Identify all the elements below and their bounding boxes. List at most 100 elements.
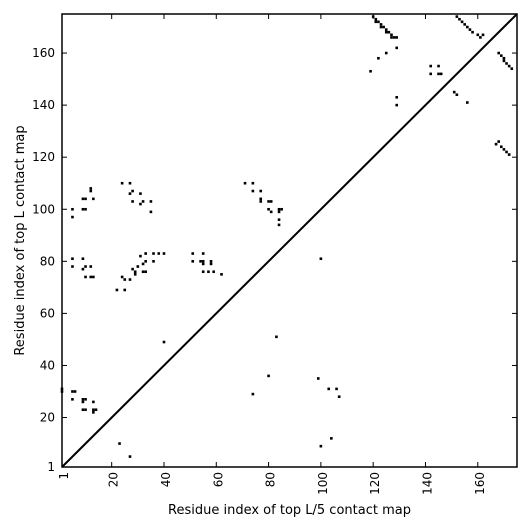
- contact-point: [123, 288, 127, 292]
- contact-point: [209, 262, 213, 266]
- contact-point: [455, 93, 459, 97]
- contact-point: [500, 54, 503, 57]
- contact-point: [92, 411, 95, 414]
- contact-point: [468, 28, 472, 31]
- contact-point: [191, 252, 195, 255]
- contact-point: [92, 400, 95, 404]
- x-tick-label: 120: [368, 472, 382, 495]
- contact-point: [277, 218, 281, 221]
- contact-point: [505, 150, 508, 154]
- contact-point: [510, 67, 514, 70]
- contact-point: [128, 181, 132, 185]
- contact-point: [463, 23, 466, 26]
- contact-point: [191, 260, 195, 263]
- contact-point: [507, 64, 511, 68]
- contact-point: [437, 64, 440, 68]
- contact-point: [92, 197, 95, 201]
- contact-point: [251, 189, 255, 193]
- contact-point: [392, 36, 396, 39]
- contact-point: [139, 254, 142, 258]
- contact-point: [152, 252, 155, 255]
- contact-point: [89, 265, 93, 268]
- contact-point: [118, 442, 121, 445]
- contact-point: [157, 252, 161, 255]
- contact-point: [319, 444, 323, 448]
- contact-point: [316, 377, 320, 380]
- contact-point: [330, 437, 333, 440]
- contact-points: [60, 15, 514, 458]
- contact-point: [144, 252, 147, 255]
- contact-point: [133, 270, 137, 274]
- contact-point: [277, 223, 281, 227]
- contact-point: [128, 455, 132, 458]
- contact-point: [71, 390, 74, 393]
- contact-point: [502, 59, 506, 63]
- y-tick-label: 60: [40, 306, 55, 320]
- contact-point: [123, 278, 127, 281]
- contact-point: [369, 69, 372, 73]
- contact-point: [395, 103, 399, 107]
- contact-point: [81, 257, 85, 261]
- contact-point: [384, 30, 388, 34]
- y-tick-label: 80: [40, 254, 55, 268]
- contact-point: [89, 187, 93, 190]
- contact-point: [71, 398, 74, 401]
- contact-point: [81, 400, 85, 404]
- contact-point: [267, 207, 270, 211]
- contact-point: [507, 153, 511, 156]
- contact-point: [128, 192, 132, 195]
- y-tick-label: 20: [40, 411, 55, 425]
- contact-point: [207, 270, 210, 274]
- contact-point: [502, 148, 506, 151]
- contact-point: [497, 51, 500, 55]
- plot-frame: [61, 13, 518, 468]
- contact-point: [162, 252, 166, 255]
- contact-point: [139, 192, 142, 195]
- contact-point: [141, 262, 145, 266]
- contact-point: [259, 200, 263, 203]
- contact-point: [243, 181, 247, 185]
- contact-point: [144, 260, 147, 263]
- contact-point: [84, 207, 87, 211]
- contact-point: [141, 200, 145, 203]
- contact-point: [259, 197, 263, 201]
- contact-point: [390, 33, 393, 37]
- contact-point: [377, 56, 380, 60]
- contact-point: [131, 267, 134, 271]
- contact-point: [395, 96, 399, 99]
- y-tick-label: 120: [32, 150, 55, 164]
- y-tick-label: 40: [40, 358, 55, 372]
- contact-point: [201, 260, 205, 263]
- contact-point: [337, 395, 341, 399]
- contact-point: [149, 210, 153, 214]
- contact-point: [81, 408, 85, 412]
- x-tick-label: 80: [264, 472, 278, 487]
- contact-point: [395, 46, 399, 50]
- contact-point: [327, 387, 331, 391]
- x-tick-label: 140: [420, 472, 434, 495]
- contact-point: [458, 17, 461, 21]
- contact-point: [500, 145, 503, 149]
- contact-point: [379, 25, 383, 29]
- contact-point: [220, 273, 223, 276]
- contact-point: [128, 278, 132, 281]
- contact-point: [84, 398, 87, 401]
- contact-point: [452, 90, 456, 94]
- contact-point: [481, 33, 485, 37]
- contact-point: [251, 392, 255, 396]
- contact-point: [84, 275, 87, 279]
- contact-point: [139, 202, 142, 206]
- contact-point: [144, 270, 147, 274]
- contact-point: [84, 265, 87, 268]
- contact-point: [115, 288, 119, 292]
- x-tick-label: 40: [159, 472, 173, 487]
- contact-point: [466, 101, 469, 104]
- contact-point: [199, 260, 202, 263]
- contact-point: [131, 200, 134, 203]
- contact-point: [280, 207, 283, 211]
- contact-point: [335, 387, 338, 391]
- contact-point: [201, 252, 205, 255]
- contact-point: [71, 257, 74, 261]
